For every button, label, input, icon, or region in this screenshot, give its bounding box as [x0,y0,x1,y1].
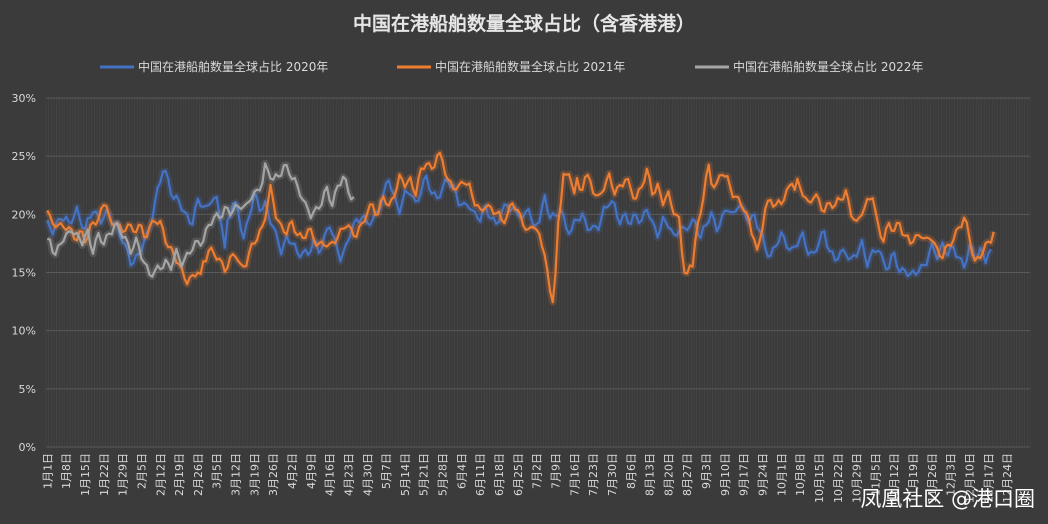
x-tick-label: 5月14日 [399,453,412,496]
x-tick-label: 4月16日 [324,453,337,496]
legend-label: 中国在港船舶数量全球占比 2022年 [733,59,923,74]
x-tick-label: 5月21日 [418,453,431,496]
y-tick-label: 25% [12,150,36,163]
x-tick-label: 2月19日 [173,453,186,496]
x-tick-label: 11月19日 [907,453,920,503]
x-tick-label: 4月23日 [342,453,355,496]
x-tick-label: 8月20日 [662,453,675,496]
x-tick-label: 2月5日 [135,453,148,489]
x-tick-label: 3月26日 [267,453,280,496]
x-tick-label: 3月19日 [248,453,261,496]
x-tick-label: 12月3日 [945,453,958,496]
x-tick-label: 2月26日 [192,453,205,496]
y-tick-label: 5% [19,383,36,396]
x-tick-label: 11月26日 [926,453,939,503]
x-tick-label: 7月30日 [606,453,619,496]
y-tick-label: 15% [12,267,36,280]
x-tick-label: 6月18日 [493,453,506,496]
series-line-1 [46,169,992,278]
x-tick-label: 6月25日 [512,453,525,496]
y-tick-label: 10% [12,325,36,338]
x-tick-label: 10月22日 [832,453,845,503]
legend-label: 中国在港船舶数量全球占比 2020年 [138,59,328,74]
x-tick-label: 11月5日 [869,453,882,496]
x-tick-label: 12月17日 [982,453,995,503]
x-tick-label: 5月7日 [380,453,393,489]
x-tick-label: 10月8日 [794,453,807,496]
x-tick-label: 1月8日 [60,453,73,489]
chart-title: 中国在港船舶数量全球占比（含香港港） [353,12,695,35]
x-tick-label: 9月3日 [700,453,713,489]
gridlines [45,97,1031,448]
x-tick-label: 10月15日 [813,453,826,503]
x-tick-label: 8月13日 [644,453,657,496]
x-tick-label: 8月27日 [681,453,694,496]
x-tick-label: 9月17日 [738,453,751,496]
x-tick-label: 4月30日 [361,453,374,496]
legend: 中国在港船舶数量全球占比 2020年 中国在港船舶数量全球占比 2021年 中国在港… [100,59,923,74]
watermark-text: 凤凰社区 @港口圈 [860,487,1035,511]
x-tick-label: 9月24日 [756,453,769,496]
legend-label: 中国在港船舶数量全球占比 2021年 [435,59,625,74]
x-tick-label: 6月4日 [455,453,468,489]
x-tick-label: 1月29日 [117,453,130,496]
x-tick-label: 11月12日 [888,453,901,503]
x-tick-label: 10月1日 [775,453,788,496]
x-tick-label: 7月9日 [549,453,562,489]
x-tick-label: 7月23日 [587,453,600,496]
x-tick-label: 1月1日 [41,453,54,489]
y-tick-label: 20% [12,208,36,221]
x-tick-label: 7月2日 [531,453,544,489]
x-tick-label: 12月10日 [964,453,977,503]
series-line-2 [46,151,995,304]
series-lines [44,149,998,306]
y-tick-label: 30% [12,92,36,105]
x-tick-label: 3月12日 [230,453,243,496]
y-tick-label: 0% [19,441,36,454]
y-axis-ticks: 0% 5% 10% 15% 20% 25% 30% [12,92,36,454]
x-tick-label: 5月28日 [437,453,450,496]
x-axis-ticks: 1月1日 1月8日 1月15日 1月22日 1月29日 2月5日 2月12日 2月19日 2月2… [41,453,1014,503]
x-tick-label: 9月10日 [719,453,732,496]
x-tick-label: 8月6日 [625,453,638,489]
x-tick-label: 10月29日 [851,453,864,503]
x-tick-label: 1月22日 [98,453,111,496]
x-tick-label: 4月9日 [305,453,318,489]
x-tick-label: 6月11日 [474,453,487,496]
x-tick-label: 7月16日 [568,453,581,496]
x-tick-label: 4月2日 [286,453,299,489]
series-line-3 [46,162,355,278]
x-tick-label: 2月12日 [154,453,167,496]
x-tick-label: 3月5日 [211,453,224,489]
x-tick-label: 1月15日 [79,453,92,496]
x-tick-label: 12月24日 [1001,453,1014,503]
